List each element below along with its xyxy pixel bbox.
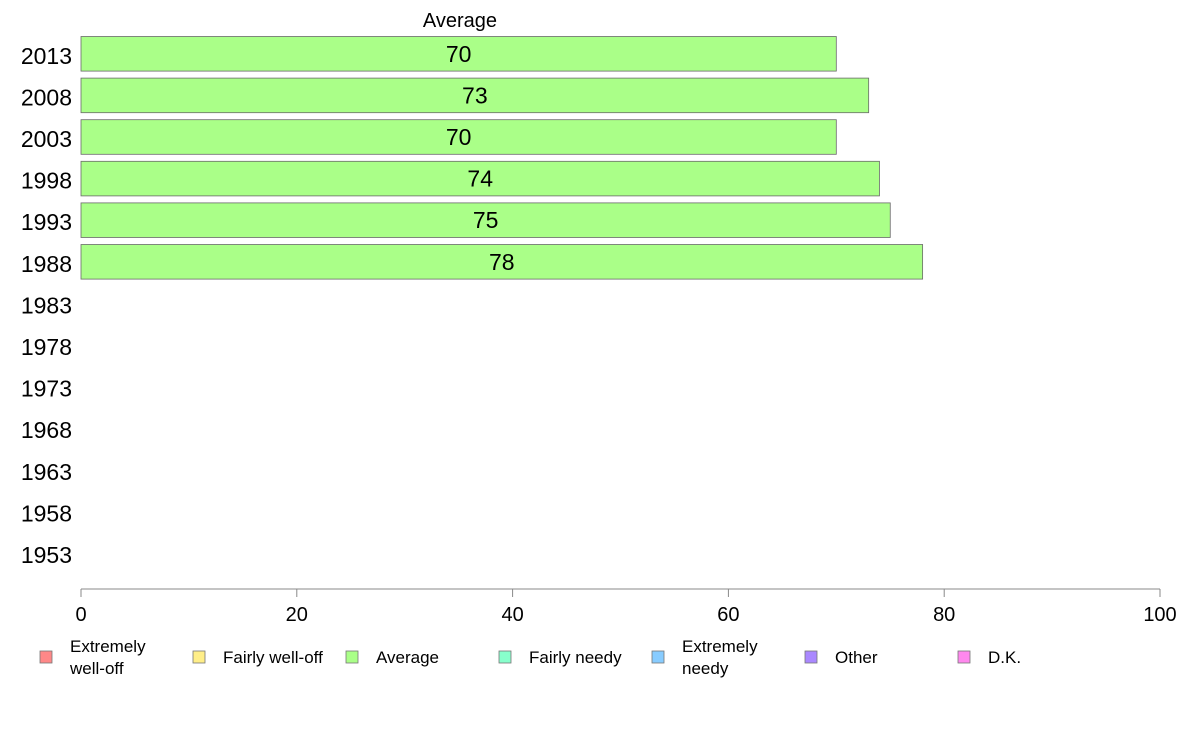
x-tick-label-20: 20 (286, 604, 308, 626)
legend-label-3: Fairly needy (529, 648, 622, 667)
legend-swatch-1 (192, 650, 206, 664)
data-label-2013: 70 (446, 41, 472, 67)
x-tick-label-60: 60 (717, 604, 739, 626)
category-label-1963: 1963 (21, 459, 72, 485)
category-label-2013: 2013 (21, 43, 72, 69)
category-label-1978: 1978 (21, 334, 72, 360)
bar-1993 (80, 202, 891, 238)
x-axis: 0 20 40 60 80 100 (75, 588, 1177, 626)
category-label-1998: 1998 (21, 168, 72, 194)
legend: Extremely well-off Fairly well-off Average F… (39, 637, 1021, 678)
bars-layer: 70 73 70 74 75 78 (80, 36, 924, 280)
chart-title: Average (423, 10, 497, 32)
bar-1988 (80, 244, 924, 280)
data-label-1998: 74 (467, 166, 493, 192)
category-label-1983: 1983 (21, 292, 72, 318)
data-label-2008: 73 (462, 82, 488, 108)
bar-1998 (80, 160, 880, 197)
bar-2013 (80, 36, 837, 72)
x-tick-label-100: 100 (1143, 604, 1176, 626)
category-label-2003: 2003 (21, 126, 72, 152)
data-label-1988: 78 (489, 249, 515, 275)
data-label-1993: 75 (473, 207, 499, 233)
x-tick-label-0: 0 (75, 604, 86, 626)
legend-label-0: Extremely well-off (69, 637, 146, 678)
category-label-1988: 1988 (21, 251, 72, 277)
category-label-1953: 1953 (21, 542, 72, 568)
legend-swatch-2 (345, 650, 359, 664)
data-label-2003: 70 (446, 124, 472, 150)
legend-label-2: Average (376, 648, 439, 667)
x-tick-label-80: 80 (933, 604, 955, 626)
legend-swatch-5 (804, 650, 818, 664)
category-label-1968: 1968 (21, 417, 72, 443)
category-labels: 2013 2008 2003 1998 1993 1988 1983 1978 1973 1968… (21, 43, 72, 568)
legend-label-1: Fairly well-off (223, 648, 323, 667)
legend-swatch-0 (39, 650, 53, 664)
category-label-1958: 1958 (21, 500, 72, 526)
legend-swatch-4 (651, 650, 665, 664)
category-label-1973: 1973 (21, 376, 72, 402)
bar-2003 (80, 119, 837, 155)
legend-label-6: D.K. (988, 648, 1021, 667)
x-tick-label-40: 40 (501, 604, 523, 626)
legend-label-5: Other (835, 648, 878, 667)
category-label-1993: 1993 (21, 209, 72, 235)
legend-label-4: Extremely needy (682, 637, 758, 678)
legend-swatch-6 (957, 650, 971, 664)
legend-swatch-3 (498, 650, 512, 664)
bar-2008 (80, 77, 870, 114)
category-label-2008: 2008 (21, 84, 72, 110)
